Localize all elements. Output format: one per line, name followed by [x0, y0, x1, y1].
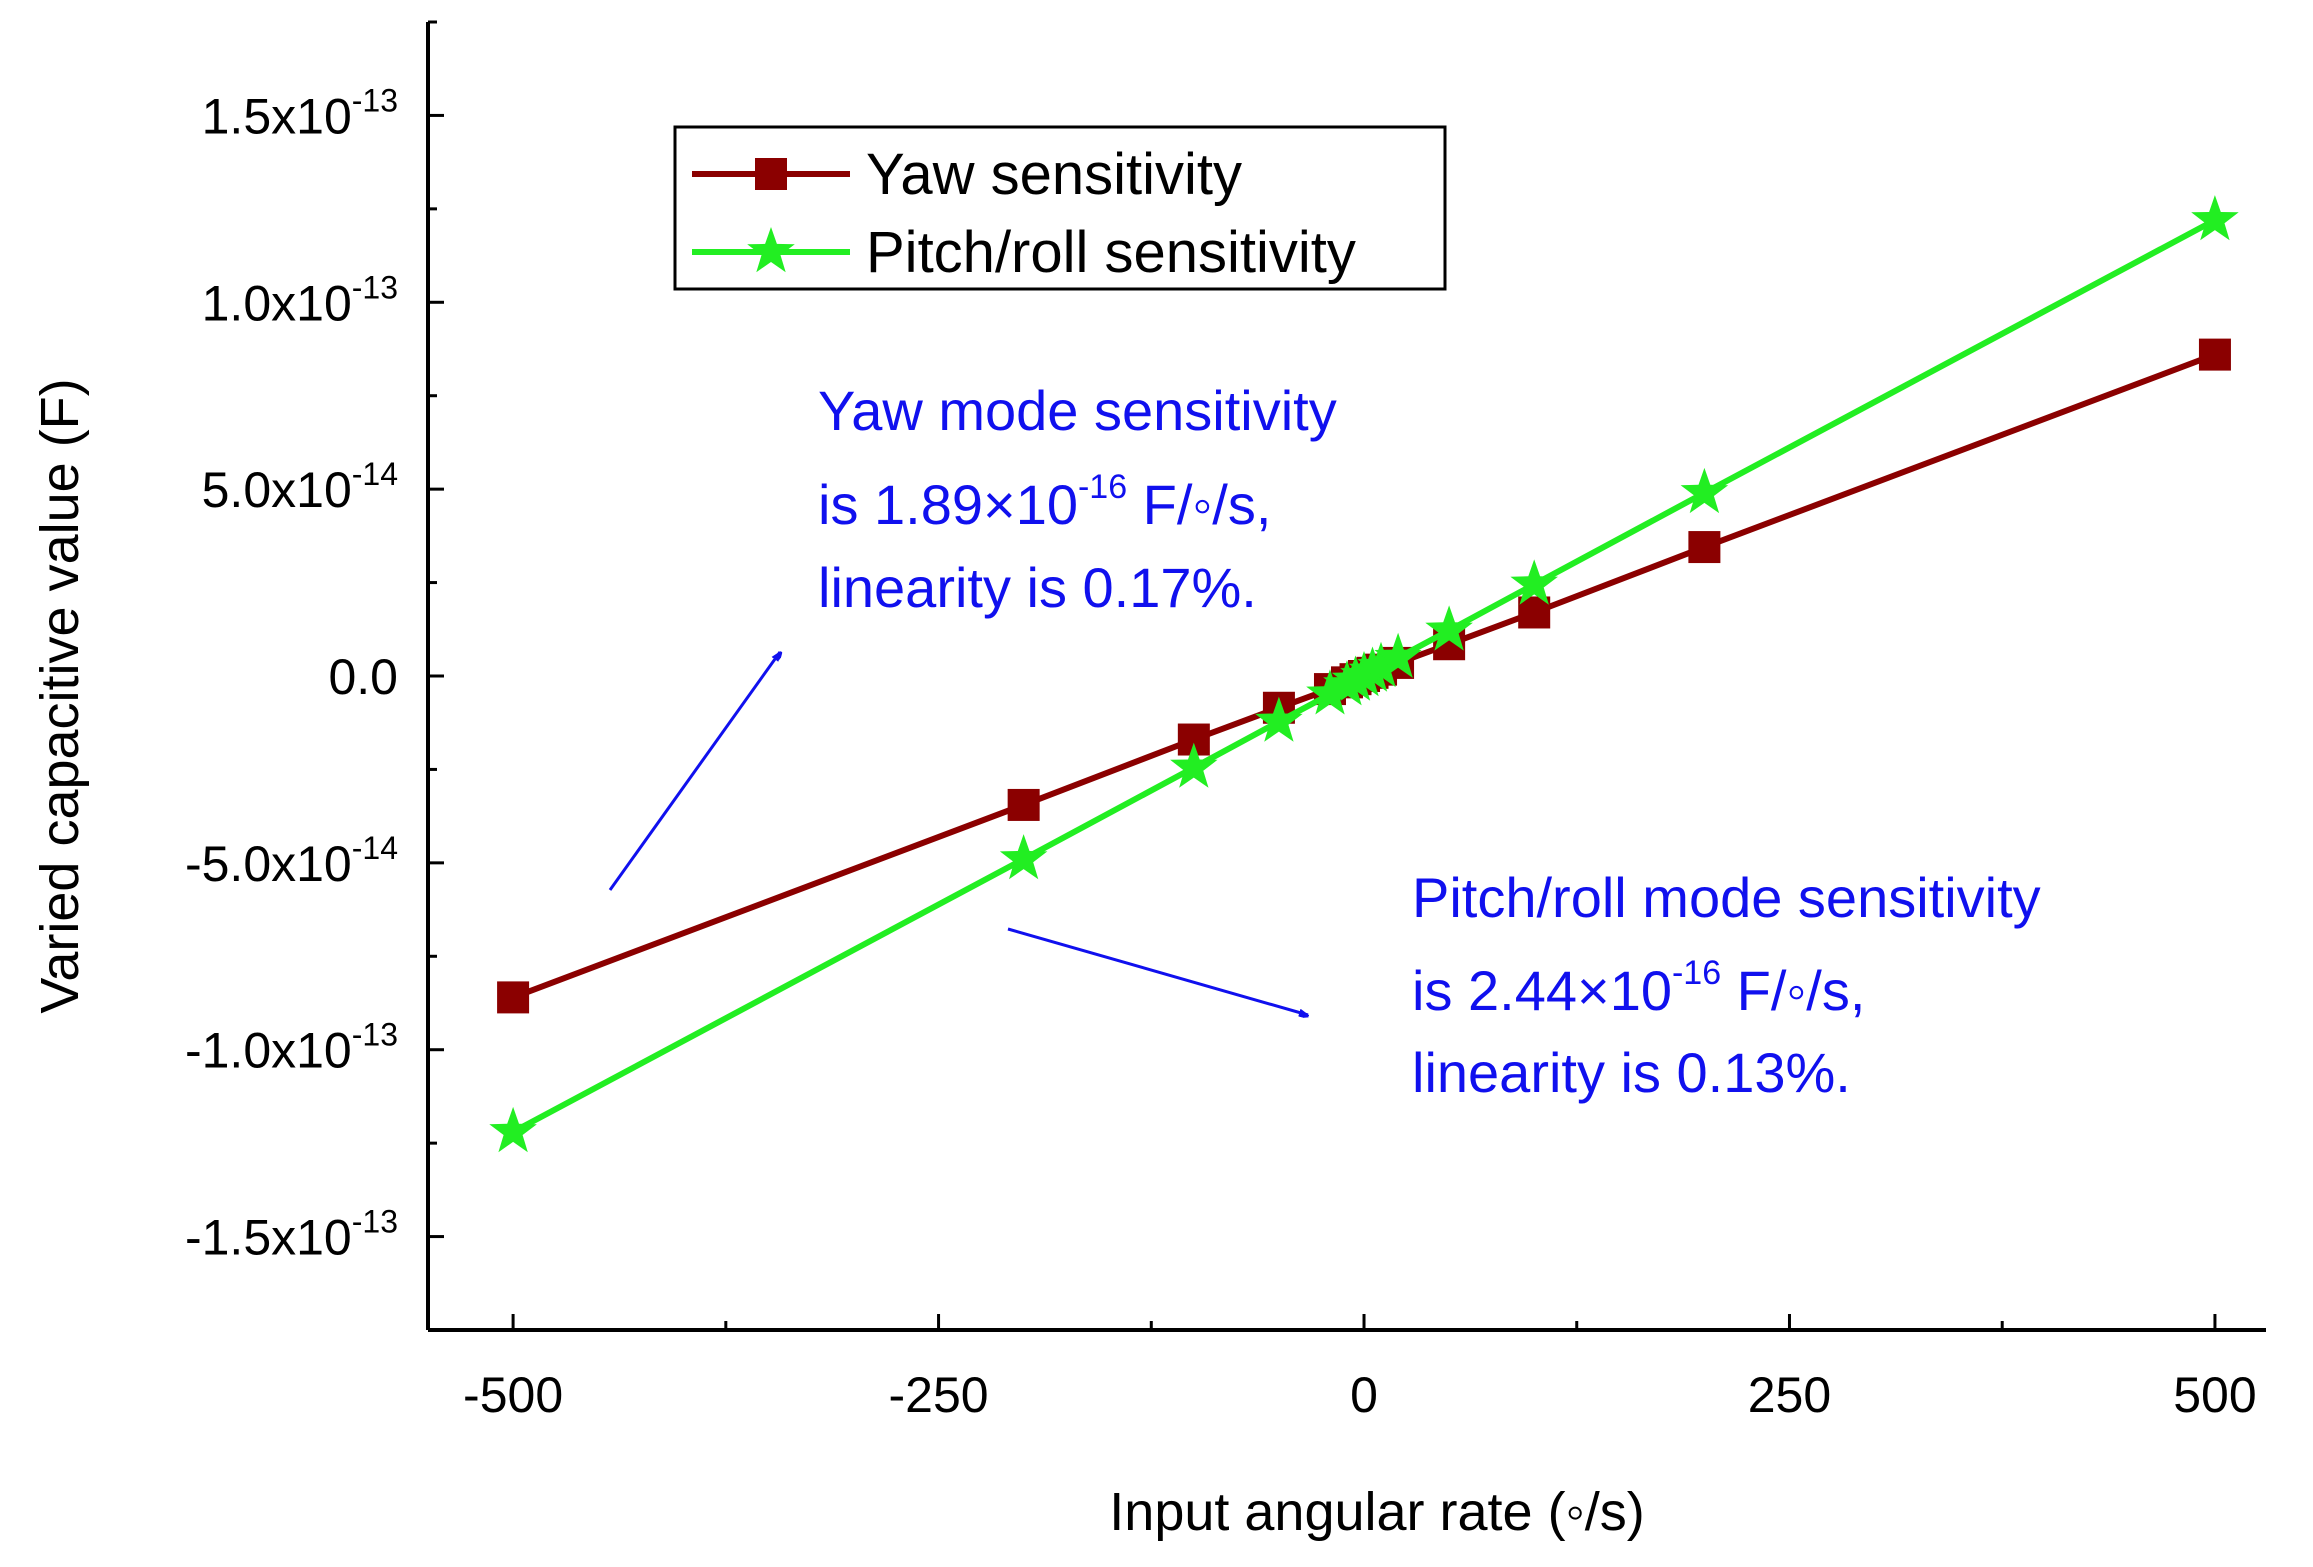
data-point	[1255, 696, 1303, 742]
annotation-arrow-pitch	[1007, 927, 1308, 1015]
x-tick-label: 500	[2173, 1367, 2256, 1423]
x-tick-label: -500	[463, 1367, 563, 1423]
annotation-yaw-line3: linearity is 0.17%.	[818, 556, 1257, 619]
data-point	[1357, 641, 1405, 688]
data-point	[999, 834, 1048, 880]
y-tick-label: 1.5x10-13	[202, 82, 398, 144]
y-axis-title: Varied capacitive value (F)	[30, 378, 90, 1013]
legend-box	[673, 125, 1447, 291]
legend-label: Pitch/roll sensitivity	[866, 220, 1356, 285]
legend: Yaw sensitivity Pitch/roll sensitivity	[673, 125, 1447, 291]
annotation-yaw-line1: Yaw mode sensitivity	[818, 379, 1337, 442]
data-point	[1306, 669, 1354, 715]
y-tick-label: -5.0x10-14	[185, 830, 398, 892]
y-tick-label: -1.5x10-13	[185, 1204, 398, 1266]
annotation-arrow-yaw	[608, 652, 780, 891]
annotation-pitch-line2: is 2.44×10-16 F/◦/s,	[1412, 954, 1865, 1022]
axes: -500 -250 0 250 500 -1.5x10-13 -1.0x10-13 -5.0x…	[30, 20, 2266, 1542]
data-point	[489, 1106, 537, 1153]
series-layer	[489, 195, 2239, 1153]
y-tick-label: 0.0	[328, 649, 398, 705]
y-tick-label: 5.0x10-14	[202, 456, 398, 518]
data-point	[497, 981, 530, 1014]
legend-label: Yaw sensitivity	[866, 142, 1242, 207]
y-tick-label: 1.0x10-13	[202, 269, 398, 331]
data-point	[1170, 742, 1218, 788]
x-axis-title: Input angular rate (◦/s)	[1109, 1482, 1644, 1542]
annotation-pitch-line1: Pitch/roll mode sensitivity	[1412, 866, 2041, 929]
data-point	[1510, 559, 1558, 605]
data-point	[1374, 632, 1422, 678]
y-tick-label: -1.0x10-13	[185, 1017, 398, 1079]
x-tick-label: 250	[1748, 1367, 1831, 1423]
x-tick-label: -250	[889, 1367, 989, 1423]
data-point	[1680, 467, 1729, 514]
annotation-pitch-line3: linearity is 0.13%.	[1412, 1041, 1851, 1104]
legend-swatch-marker	[755, 158, 787, 190]
series-pitch-roll	[489, 195, 2239, 1153]
data-point	[1688, 531, 1721, 564]
data-point	[1007, 788, 1040, 821]
annotation-yaw-line2: is 1.89×10-16 F/◦/s,	[818, 468, 1271, 536]
data-point	[2198, 338, 2231, 371]
data-point	[1425, 605, 1473, 651]
legend-swatch-marker	[747, 227, 795, 273]
annotations: Yaw mode sensitivity is 1.89×10-16 F/◦/s…	[608, 379, 2041, 1104]
x-tick-label: 0	[1350, 1367, 1378, 1423]
data-point	[2191, 195, 2239, 241]
